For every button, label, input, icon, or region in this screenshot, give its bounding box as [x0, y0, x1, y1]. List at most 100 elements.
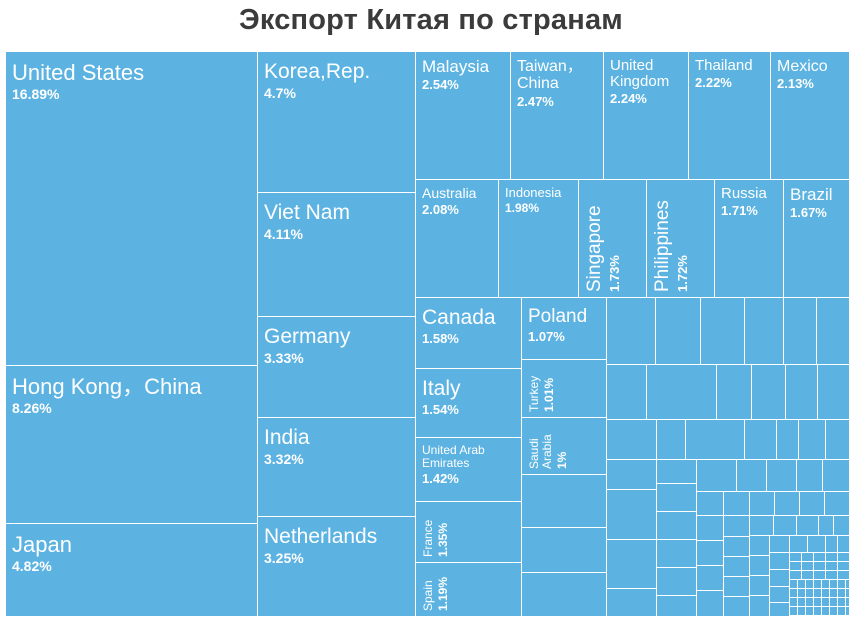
treemap-cell-small — [607, 365, 647, 420]
cell-percent: 2.08% — [422, 202, 459, 218]
treemap-cell-tiny — [814, 607, 822, 616]
cell-name: Philippines — [652, 200, 673, 292]
treemap-cell-mexico: Mexico 2.13% — [771, 52, 850, 180]
treemap-cell-small — [770, 603, 790, 617]
cell-percent: 2.22% — [695, 75, 732, 91]
treemap-cell-tiny — [790, 571, 802, 580]
cell-percent: 1% — [554, 451, 569, 469]
cell-name: India — [264, 426, 310, 449]
treemap-cell-small — [607, 589, 657, 617]
cell-label: Singapore 1.73% — [584, 205, 622, 292]
treemap-chart: United States 16.89% Hong Kong，China 8.26% J… — [6, 52, 850, 617]
cell-label: Poland 1.07% — [528, 306, 588, 344]
cell-name: France — [421, 519, 435, 557]
treemap-cell-tiny — [798, 607, 806, 616]
treemap-cell-tiny — [822, 589, 830, 598]
cell-label: Italy 1.54% — [422, 377, 461, 417]
treemap-cell-tiny — [830, 580, 838, 589]
treemap-cell-small — [797, 516, 819, 536]
treemap-cell-tiny — [814, 562, 826, 571]
treemap-cell-tiny — [826, 571, 838, 580]
treemap-cell-tiny — [822, 616, 830, 617]
treemap-cell-saudi-arabia: Saudi Arabia 1% — [522, 418, 607, 475]
treemap-cell-small — [777, 420, 799, 460]
treemap-cell-small — [819, 516, 834, 536]
treemap-cell-small — [770, 570, 790, 587]
treemap-cell-small — [752, 365, 786, 420]
treemap-cell-tiny — [798, 616, 806, 617]
treemap-cell-small — [657, 596, 697, 617]
treemap-cell-tiny — [790, 607, 798, 616]
treemap-cell-spain: Spain 1.19% — [416, 563, 522, 617]
cell-percent: 2.47% — [517, 93, 554, 109]
cell-percent: 1.01% — [541, 377, 556, 412]
treemap-cell-hong-kong-china: Hong Kong，China 8.26% — [6, 366, 258, 524]
treemap-cell-taiwan-china: Taiwan， China 2.47% — [511, 52, 604, 180]
treemap-cell-small — [607, 460, 657, 490]
treemap-cell-tiny — [798, 598, 806, 607]
treemap-cell-tiny — [814, 580, 822, 589]
cell-name: United States — [12, 60, 145, 85]
cell-percent: 4.7% — [264, 84, 296, 101]
cell-label: Canada 1.58% — [422, 306, 496, 346]
treemap-cell-small — [657, 512, 697, 540]
treemap-cell-malaysia: Malaysia 2.54% — [416, 52, 511, 180]
treemap-cell-tiny — [826, 562, 838, 571]
treemap-cell-small — [607, 540, 657, 589]
treemap-cell-philippines: Philippines 1.72% — [647, 180, 715, 298]
treemap-cell-tiny — [830, 616, 838, 617]
cell-label: Australia 2.08% — [422, 185, 477, 218]
cell-percent: 1.58% — [422, 330, 459, 346]
cell-name: Poland — [528, 306, 588, 327]
cell-percent: 1.71% — [721, 203, 758, 219]
cell-label: Thailand 2.22% — [695, 57, 753, 91]
treemap-cell-tiny — [846, 616, 850, 617]
cell-percent: 1.54% — [422, 401, 459, 417]
treemap-cell-brazil: Brazil 1.67% — [784, 180, 850, 298]
treemap-cell-small — [750, 492, 775, 516]
treemap-cell-tiny — [802, 562, 814, 571]
cell-percent: 3.33% — [264, 349, 304, 366]
cell-name: Russia — [721, 185, 767, 202]
treemap-cell-tiny — [838, 553, 850, 562]
treemap-cell-tiny — [798, 580, 806, 589]
cell-label: United Arab Emirates 1.42% — [422, 444, 485, 487]
cell-percent: 1.67% — [790, 205, 827, 221]
treemap-cell-small — [750, 556, 770, 576]
treemap-cell-tiny — [790, 598, 798, 607]
treemap-cell-tiny — [806, 589, 814, 598]
treemap-cell-small — [724, 516, 750, 537]
treemap-cell-small — [522, 573, 607, 617]
treemap-cell-tiny — [846, 607, 850, 616]
treemap-cell-turkey: Turkey 1.01% — [522, 360, 607, 418]
treemap-cell-france: France 1.35% — [416, 502, 522, 563]
treemap-cell-small — [697, 492, 724, 516]
treemap-cell-small — [724, 492, 750, 516]
cell-percent: 8.26% — [12, 399, 52, 416]
treemap-cell-tiny — [830, 589, 838, 598]
cell-name: Australia — [422, 185, 477, 201]
cell-label: Saudi Arabia 1% — [527, 434, 569, 469]
cell-percent: 3.32% — [264, 450, 304, 467]
treemap-cell-small — [750, 516, 774, 536]
treemap-cell-russia: Russia 1.71% — [715, 180, 784, 298]
cell-label: Germany 3.33% — [264, 325, 350, 366]
cell-name: Italy — [422, 377, 461, 400]
treemap-cell-small — [657, 460, 697, 484]
treemap-cell-tiny — [802, 571, 814, 580]
cell-label: United Kingdom 2.24% — [610, 57, 669, 107]
treemap-cell-small — [724, 597, 750, 617]
cell-name: Hong Kong，China — [12, 374, 202, 399]
treemap-cell-small — [656, 298, 701, 365]
treemap-cell-australia: Australia 2.08% — [416, 180, 499, 298]
treemap-cell-tiny — [838, 607, 846, 616]
cell-percent: 1.98% — [505, 201, 540, 216]
treemap-cell-indonesia: Indonesia 1.98% — [499, 180, 579, 298]
cell-name: Brazil — [790, 185, 833, 204]
treemap-cell-small — [697, 516, 724, 541]
cell-percent: 2.24% — [610, 91, 647, 107]
cell-percent: 1.42% — [422, 470, 459, 486]
treemap-cell-small — [790, 536, 808, 553]
treemap-cell-small — [607, 420, 657, 460]
cell-name: Malaysia — [422, 57, 490, 76]
